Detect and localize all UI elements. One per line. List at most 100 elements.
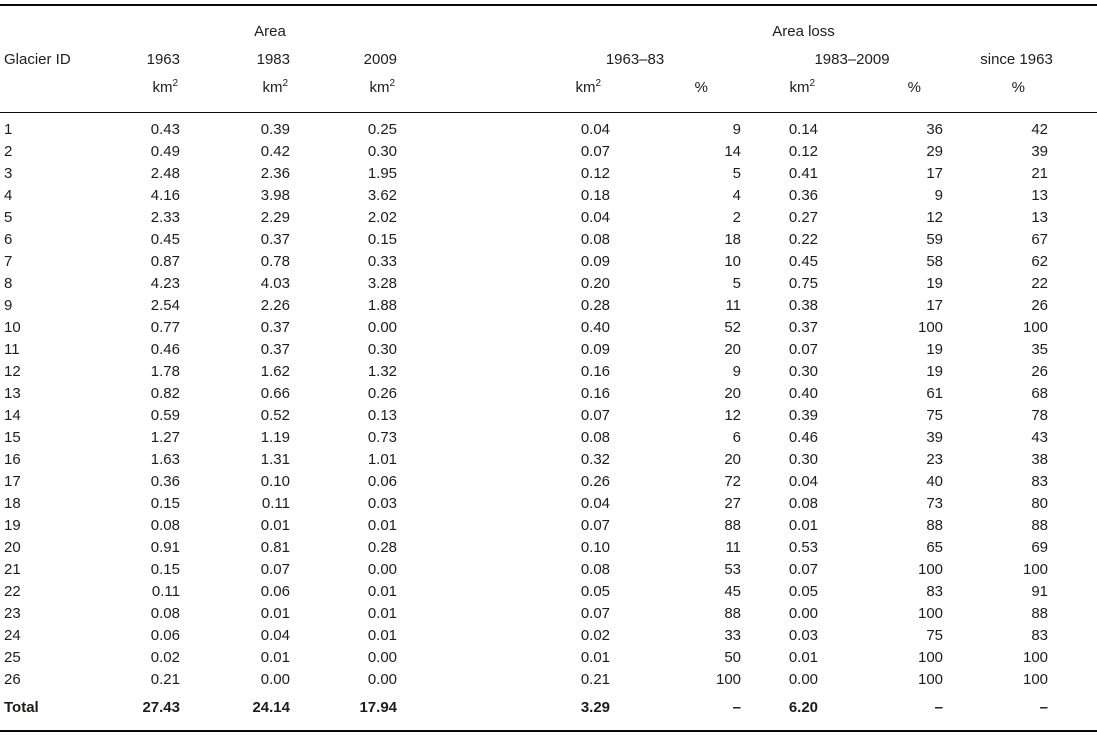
- value-cell: 0.00: [260, 671, 290, 688]
- value-cell: 75: [926, 407, 944, 424]
- unit-km2-sup: 2: [809, 78, 816, 89]
- value-cell: 0.26: [367, 385, 398, 402]
- value-cell: 22: [1031, 275, 1049, 292]
- glacier-id-cell: 24: [4, 627, 21, 644]
- unit-km2-base: km: [789, 79, 810, 96]
- value-cell: 0.45: [150, 231, 180, 248]
- value-cell: 88: [724, 517, 742, 534]
- value-cell: 0.07: [580, 605, 611, 622]
- value-cell: 26: [1031, 363, 1049, 380]
- units-row: km2 km2 km2 km2 % km2 % %: [0, 68, 1097, 113]
- value-cell: 58: [926, 253, 944, 270]
- value-cell: 0.00: [367, 671, 398, 688]
- value-cell: 20: [724, 341, 742, 358]
- value-cell: 0.11: [151, 583, 180, 600]
- unit-km2-sup: 2: [595, 78, 602, 89]
- value-cell: 0.00: [788, 605, 819, 622]
- table-row: 16 1.63 1.31 1.01 0.32 20 0.30 23 38: [0, 449, 1097, 471]
- value-cell: 0.15: [367, 231, 398, 248]
- unit-percent: %: [953, 68, 1059, 113]
- value-cell: 0.28: [367, 539, 398, 556]
- value-cell: 26: [1031, 297, 1049, 314]
- value-cell: 0.04: [260, 627, 290, 644]
- table-row: 24 0.06 0.04 0.01 0.02 33 0.03 75 83: [0, 625, 1097, 647]
- value-cell: 4.23: [150, 275, 180, 292]
- value-cell: 0.66: [260, 385, 290, 402]
- value-cell: 0.87: [150, 253, 180, 270]
- value-cell: 83: [926, 583, 944, 600]
- spacer-cell: [1058, 207, 1097, 229]
- unit-percent: %: [828, 68, 954, 113]
- table-row: 5 2.33 2.29 2.02 0.04 2 0.27 12 13: [0, 207, 1097, 229]
- table-header: Area Area loss Glacier ID 1963 1983 2009…: [0, 5, 1097, 113]
- value-cell: 2.36: [260, 165, 290, 182]
- value-cell: 0.73: [367, 429, 398, 446]
- value-cell: 39: [926, 429, 944, 446]
- unit-km2-base: km: [262, 79, 283, 96]
- table-row: 9 2.54 2.26 1.88 0.28 11 0.38 17 26: [0, 295, 1097, 317]
- spacer-cell: [1058, 317, 1097, 339]
- spacer-cell: [1058, 669, 1097, 691]
- spacer-cell: [1058, 581, 1097, 603]
- value-cell: 88: [1031, 605, 1049, 622]
- glacier-id-cell: 21: [4, 561, 21, 578]
- glacier-id-cell: 8: [4, 275, 13, 292]
- value-cell: 18: [724, 231, 742, 248]
- value-cell: 20: [724, 385, 742, 402]
- value-cell: 0.36: [150, 473, 180, 490]
- value-cell: 0.37: [788, 319, 819, 336]
- value-cell: 5: [732, 275, 742, 292]
- value-cell: 75: [926, 627, 944, 644]
- table-row: 20 0.91 0.81 0.28 0.10 11 0.53 65 69: [0, 537, 1097, 559]
- glacier-id-cell: 17: [4, 473, 21, 490]
- glacier-id-cell: 3: [4, 165, 13, 182]
- spacer-cell: [1058, 427, 1097, 449]
- table-row: 8 4.23 4.03 3.28 0.20 5 0.75 19 22: [0, 273, 1097, 295]
- unit-km2: km2: [105, 68, 190, 113]
- value-cell: 1.19: [260, 429, 290, 446]
- value-cell: 100: [1022, 671, 1049, 688]
- unit-percent: %: [620, 68, 752, 113]
- year-2009-header: 2009: [363, 51, 398, 68]
- value-cell: 61: [926, 385, 944, 402]
- unit-km2: km2: [190, 68, 300, 113]
- value-cell: 1.01: [367, 451, 398, 468]
- value-cell: 0.46: [150, 341, 180, 358]
- value-cell: 0.30: [788, 363, 819, 380]
- value-cell: 100: [1022, 649, 1049, 666]
- unit-km2-sup: 2: [172, 78, 178, 89]
- spacer-cell: [1058, 339, 1097, 361]
- table-row: 23 0.08 0.01 0.01 0.07 88 0.00 100 88: [0, 603, 1097, 625]
- table-row: 19 0.08 0.01 0.01 0.07 88 0.01 88 88: [0, 515, 1097, 537]
- value-cell: 0.12: [788, 143, 819, 160]
- glacier-id-cell: 10: [4, 319, 21, 336]
- total-loss-1983-2009-km2: 6.20: [788, 699, 819, 716]
- value-cell: 0.00: [367, 319, 398, 336]
- value-cell: 38: [1031, 451, 1049, 468]
- table-row: 2 0.49 0.42 0.30 0.07 14 0.12 29 39: [0, 141, 1097, 163]
- value-cell: 0.01: [260, 605, 290, 622]
- spacer-cell: [1058, 141, 1097, 163]
- value-cell: 0.37: [260, 341, 290, 358]
- value-cell: 45: [724, 583, 742, 600]
- value-cell: 3.28: [367, 275, 398, 292]
- value-cell: 0.25: [367, 121, 398, 138]
- total-loss-1983-2009-pct: –: [934, 699, 944, 716]
- value-cell: 0.08: [580, 429, 611, 446]
- unit-km2-base: km: [369, 79, 390, 96]
- area-loss-group-header: Area loss: [772, 23, 835, 40]
- value-cell: 2.48: [150, 165, 180, 182]
- value-cell: 40: [926, 473, 944, 490]
- value-cell: 78: [1031, 407, 1049, 424]
- value-cell: 0.49: [150, 143, 180, 160]
- value-cell: 0.07: [580, 517, 611, 534]
- value-cell: 0.91: [150, 539, 180, 556]
- value-cell: 0.10: [260, 473, 290, 490]
- spacer-cell: [1058, 603, 1097, 625]
- unit-km2-base: km: [152, 79, 173, 96]
- spacer-cell: [1058, 163, 1097, 185]
- spacer-cell: [1058, 449, 1097, 471]
- value-cell: 59: [926, 231, 944, 248]
- value-cell: 27: [724, 495, 742, 512]
- value-cell: 0.81: [260, 539, 290, 556]
